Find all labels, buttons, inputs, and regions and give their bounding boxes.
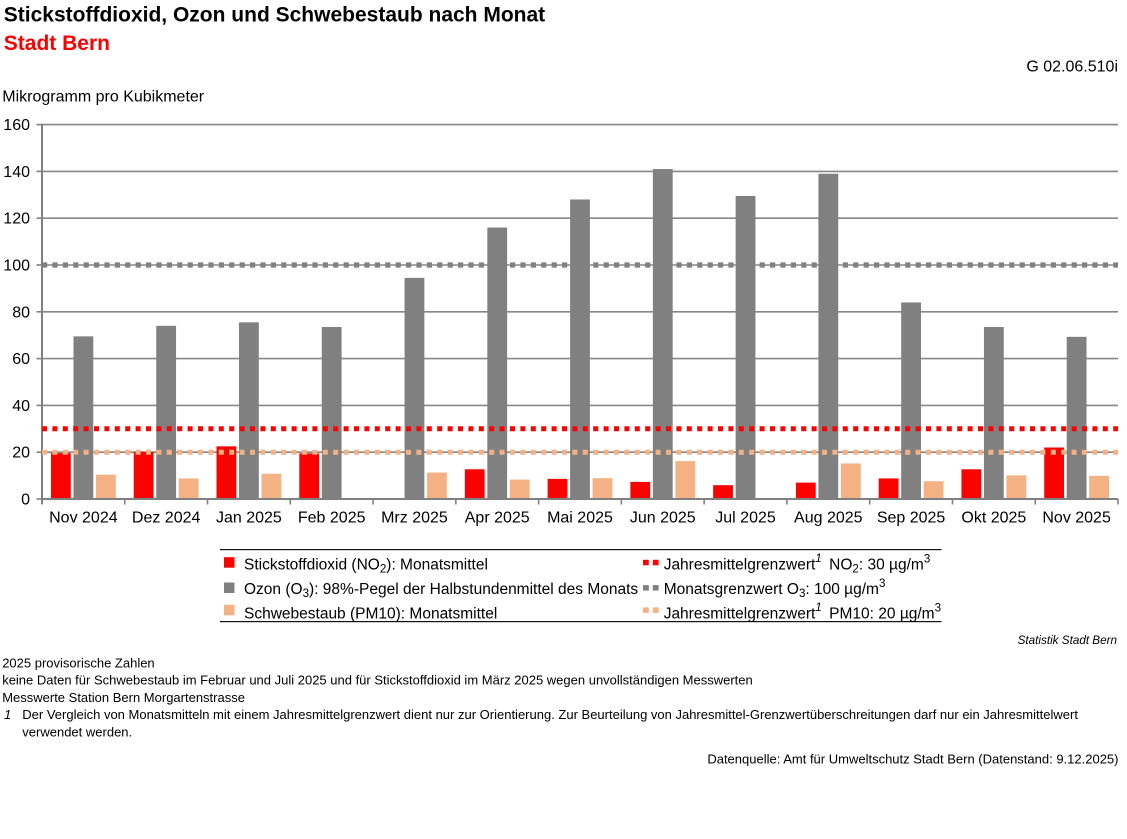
svg-text:0: 0 (21, 492, 30, 509)
svg-text:100: 100 (3, 258, 30, 275)
svg-text:Apr 2025: Apr 2025 (465, 510, 530, 527)
svg-text:Stickstoffdioxid, Ozon und Sch: Stickstoffdioxid, Ozon und Schwebestaub … (4, 4, 545, 27)
svg-text:Aug 2025: Aug 2025 (794, 510, 863, 527)
svg-text:Stadt Bern: Stadt Bern (4, 32, 110, 55)
svg-text:Stickstoffdioxid (NO2): Monats: Stickstoffdioxid (NO2): Monatsmittel (244, 557, 488, 576)
svg-text:Sep 2025: Sep 2025 (877, 510, 946, 527)
svg-text:verwendet werden.: verwendet werden. (22, 725, 132, 740)
svg-text:Dez 2024: Dez 2024 (132, 510, 201, 527)
svg-text:Jun 2025: Jun 2025 (630, 510, 696, 527)
svg-text:Schwebestaub (PM10): Monatsmit: Schwebestaub (PM10): Monatsmittel (244, 605, 497, 622)
svg-text:Messwerte Station Bern Morgart: Messwerte Station Bern Morgartenstrasse (2, 690, 245, 705)
svg-text:60: 60 (12, 351, 30, 368)
svg-text:Statistik Stadt Bern: Statistik Stadt Bern (1018, 634, 1117, 647)
svg-text:120: 120 (3, 211, 30, 228)
svg-text:Ozon (O3): 98%-Pegel der Halbs: Ozon (O3): 98%-Pegel der Halbstundenmitt… (244, 581, 638, 600)
svg-text:Datenquelle: Amt für Umweltsch: Datenquelle: Amt für Umweltschutz Stadt … (707, 751, 1118, 766)
svg-text:Monatsgrenzwert O3: 100 µg/m3: Monatsgrenzwert O3: 100 µg/m3 (664, 577, 886, 600)
svg-text:Nov 2024: Nov 2024 (49, 510, 118, 527)
svg-text:40: 40 (12, 398, 30, 415)
svg-text:Jahresmittelgrenzwert1 NO2: 3: Jahresmittelgrenzwert1 NO2: 30 µg/m3 (664, 552, 931, 576)
svg-text:1: 1 (4, 707, 11, 722)
svg-text:Mikrogramm pro Kubikmeter: Mikrogramm pro Kubikmeter (2, 89, 205, 106)
svg-text:G 02.06.510i: G 02.06.510i (1026, 59, 1118, 76)
svg-text:Der Vergleich von Monatsmittel: Der Vergleich von Monatsmitteln mit eine… (22, 707, 1078, 722)
svg-text:Okt 2025: Okt 2025 (961, 510, 1026, 527)
svg-text:Nov 2025: Nov 2025 (1042, 510, 1111, 527)
svg-text:keine Daten für Schwebestaub i: keine Daten für Schwebestaub im Februar … (2, 673, 753, 688)
svg-text:80: 80 (12, 304, 30, 321)
svg-text:140: 140 (3, 164, 30, 181)
svg-text:Jan 2025: Jan 2025 (216, 510, 282, 527)
svg-text:2025 provisorische Zahlen: 2025 provisorische Zahlen (2, 655, 154, 670)
svg-text:Mai 2025: Mai 2025 (547, 510, 613, 527)
svg-text:20: 20 (12, 445, 30, 462)
svg-text:Jul 2025: Jul 2025 (715, 510, 776, 527)
svg-text:Mrz 2025: Mrz 2025 (381, 510, 448, 527)
svg-text:Jahresmittelgrenzwert1 PM10:: Jahresmittelgrenzwert1 PM10: 20 µg/m3 (664, 601, 941, 623)
svg-text:160: 160 (3, 117, 30, 134)
svg-text:Feb 2025: Feb 2025 (298, 510, 366, 527)
